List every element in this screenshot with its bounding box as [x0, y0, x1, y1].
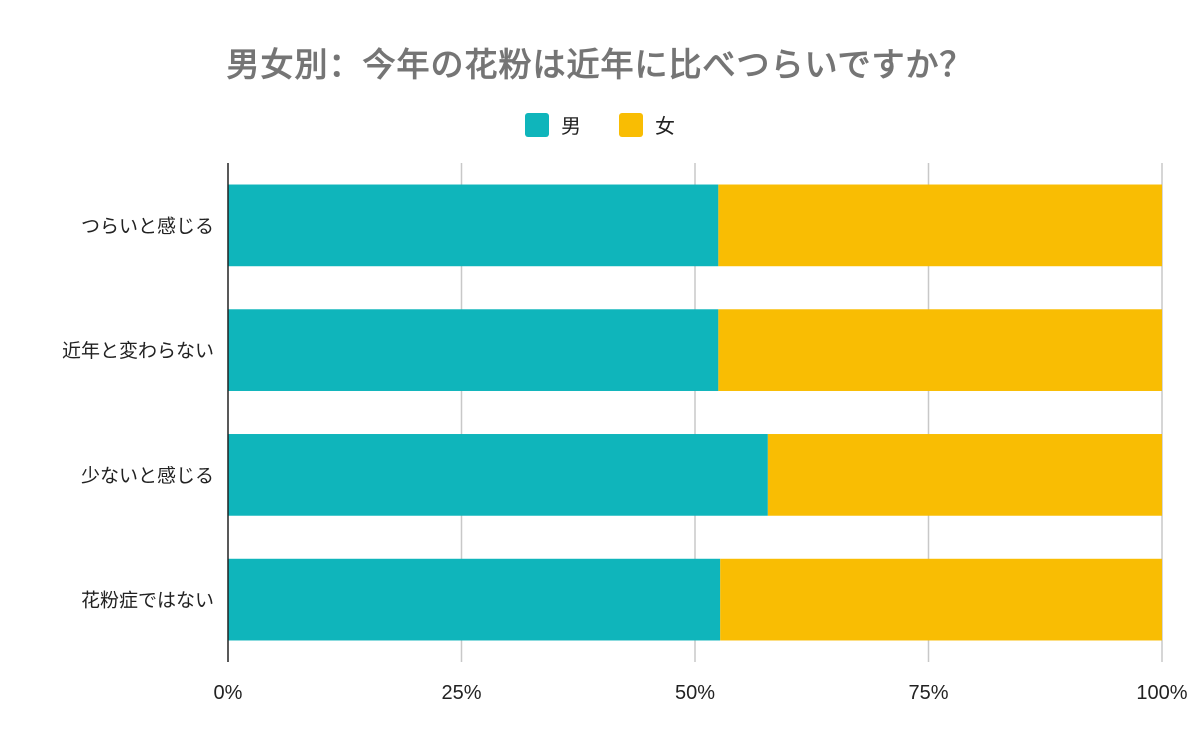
bar-male-3	[228, 558, 721, 641]
x-tick-label-0: 0%	[214, 682, 243, 704]
bar-male-2	[228, 434, 768, 516]
category-label-3: 花粉症ではない	[81, 590, 214, 612]
x-tick-label-3: 75%	[908, 682, 948, 704]
bar-female-3	[720, 558, 1162, 641]
bar-male-0	[228, 184, 719, 267]
category-label-1: 近年と変わらない	[62, 340, 214, 362]
category-label-0: つらいと感じる	[81, 215, 214, 237]
legend: 男 女	[0, 110, 1200, 139]
bar-female-2	[767, 434, 1162, 516]
x-tick-label-4: 100%	[1136, 682, 1187, 704]
legend-swatch-female	[619, 112, 643, 137]
bar-male-1	[228, 309, 719, 391]
category-label-2: 少ないと感じる	[81, 465, 214, 487]
bar-female-0	[718, 184, 1162, 267]
chart-title: 男女別：今年の花粉は近年に比べつらいですか？	[226, 45, 974, 84]
x-tick-label-1: 25%	[441, 682, 481, 704]
x-tick-label-2: 50%	[675, 682, 715, 704]
legend-item-male[interactable]: 男	[525, 110, 581, 139]
legend-item-female[interactable]: 女	[619, 110, 675, 139]
legend-swatch-male	[525, 112, 549, 137]
legend-label-male: 男	[561, 114, 581, 138]
bar-female-1	[718, 309, 1162, 391]
legend-label-female: 女	[655, 114, 675, 138]
